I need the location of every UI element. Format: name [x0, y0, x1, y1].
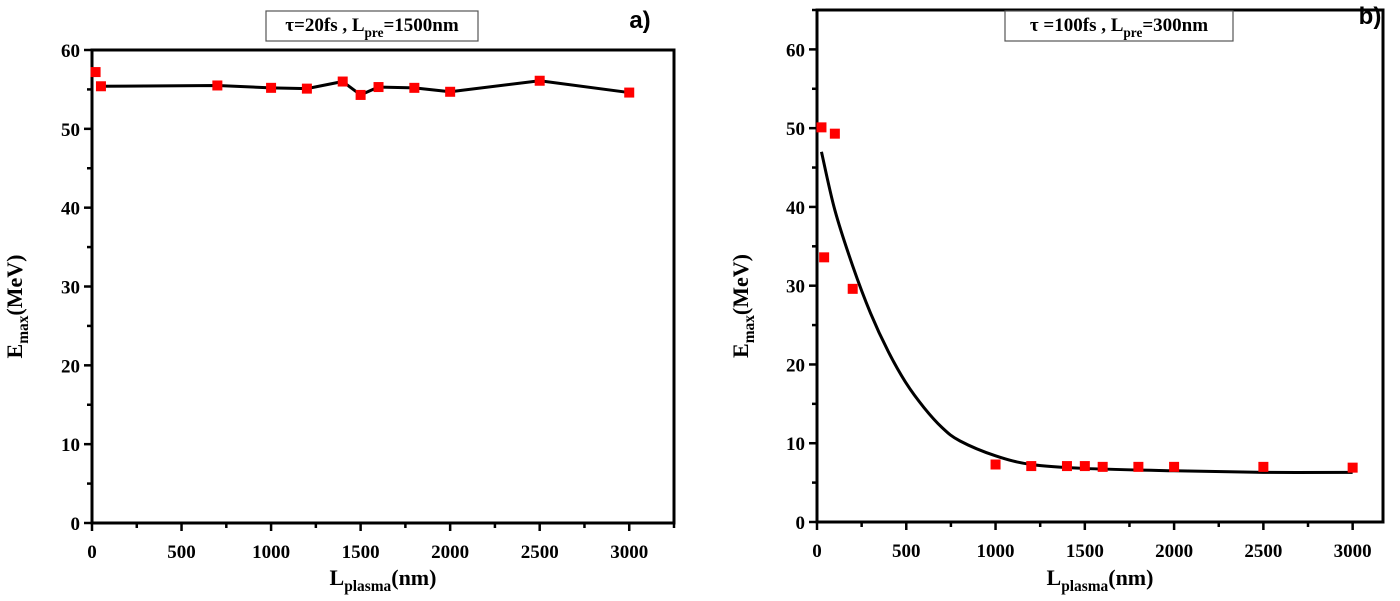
y-tick-label: 60	[61, 41, 80, 62]
data-point	[95, 81, 106, 92]
panel-a: 0 500 1000 1500 2000 2500 3000 0 10 20 30 40 50 60 Lpl…	[2, 7, 676, 595]
y-tick-label: 50	[61, 120, 80, 141]
y-tick-label: 10	[61, 435, 80, 456]
x-axis-title: Lplasma(nm)	[330, 565, 437, 595]
y-tick-label: 30	[61, 278, 80, 299]
data-point	[409, 82, 420, 93]
y-tick-label: 0	[71, 514, 81, 535]
x-tick-label: 1500	[342, 542, 380, 563]
data-point	[1258, 461, 1269, 472]
data-point	[624, 87, 635, 98]
x-tick-label: 2000	[1155, 541, 1193, 562]
x-axis-title-main: L	[1047, 565, 1062, 590]
x-tick-label: 2000	[431, 542, 469, 563]
data-point	[990, 459, 1001, 470]
x-tick-label: 2500	[521, 542, 559, 563]
x-axis-title-rest: (nm)	[1108, 565, 1153, 590]
x-axis-title-rest: (nm)	[391, 565, 436, 590]
data-point	[829, 128, 840, 139]
y-tick-label: 0	[796, 513, 806, 534]
plot-frame	[815, 8, 1385, 524]
data-point	[337, 76, 348, 87]
x-tick-label: 0	[87, 542, 97, 563]
plot-frame	[90, 48, 676, 525]
title-box	[265, 10, 479, 42]
x-tick-label: 1000	[977, 541, 1015, 562]
x-tick-label: 500	[167, 542, 196, 563]
chart-title-main: τ =100fs , L	[1030, 15, 1123, 36]
y-axis-title: Emax(MeV)	[2, 255, 32, 359]
data-point	[1133, 461, 1144, 472]
data-point	[266, 82, 277, 93]
x-tick-label: 0	[812, 541, 822, 562]
y-tick-label: 20	[786, 355, 805, 376]
data-point	[819, 252, 830, 263]
x-tick-label: 1000	[252, 542, 290, 563]
y-tick-label: 30	[786, 277, 805, 298]
y-tick-label: 20	[61, 356, 80, 377]
x-tick-label: 500	[892, 541, 921, 562]
y-tick-label: 60	[786, 40, 805, 61]
y-axis-title-main: E	[728, 343, 753, 358]
chart-title: τ =100fs , Lpre=300nm	[1030, 15, 1208, 40]
x-tick-label: 3000	[1334, 541, 1372, 562]
fit-curve	[820, 151, 1353, 474]
x-tick-label: 2500	[1244, 541, 1282, 562]
panel-label: a)	[629, 7, 650, 34]
data-point	[847, 283, 858, 294]
data-point	[373, 82, 384, 93]
chart-title-rest: =1500nm	[383, 15, 458, 36]
y-tick-label: 40	[61, 199, 80, 220]
x-axis-title: Lplasma(nm)	[1047, 565, 1154, 595]
x-axis-title-sub: plasma	[344, 578, 391, 595]
data-point	[301, 83, 312, 94]
data-point	[534, 75, 545, 86]
data-point	[1079, 461, 1090, 472]
y-tick-label: 40	[786, 198, 805, 219]
y-tick-label: 10	[786, 434, 805, 455]
chart-title-sub: pre	[365, 25, 384, 40]
y-axis-title-sub: max	[15, 315, 32, 344]
y-axis-title: Emax(MeV)	[728, 254, 758, 358]
y-axis-title-main: E	[2, 344, 27, 359]
chart-title: τ=20fs , Lpre=1500nm	[285, 15, 459, 40]
x-tick-label: 3000	[610, 542, 648, 563]
data-point	[1061, 461, 1072, 472]
chart-title-rest: =300nm	[1142, 15, 1208, 36]
y-tick-label: 50	[786, 119, 805, 140]
title-box	[1004, 10, 1234, 42]
data-point	[355, 89, 366, 100]
x-tick-label: 1500	[1066, 541, 1104, 562]
data-point	[1097, 461, 1108, 472]
data-point	[212, 80, 223, 91]
data-point	[1026, 461, 1037, 472]
data-point	[90, 67, 101, 78]
data-point	[445, 86, 456, 97]
data-point	[816, 122, 827, 133]
data-point	[1169, 461, 1180, 472]
x-axis-title-sub: plasma	[1061, 578, 1108, 595]
y-axis-title-sub: max	[741, 315, 758, 344]
y-axis-title-rest: (MeV)	[728, 254, 753, 315]
x-axis-title-main: L	[330, 565, 345, 590]
panel-b: 0 500 1000 1500 2000 2500 3000 0 10 20 30 40 50 60 Lpl…	[728, 3, 1385, 595]
panel-label: b)	[1359, 3, 1382, 30]
y-axis-title-rest: (MeV)	[2, 255, 27, 316]
data-point	[1347, 462, 1358, 473]
chart-title-sub: pre	[1123, 25, 1142, 40]
chart-title-main: τ=20fs , L	[285, 15, 364, 36]
